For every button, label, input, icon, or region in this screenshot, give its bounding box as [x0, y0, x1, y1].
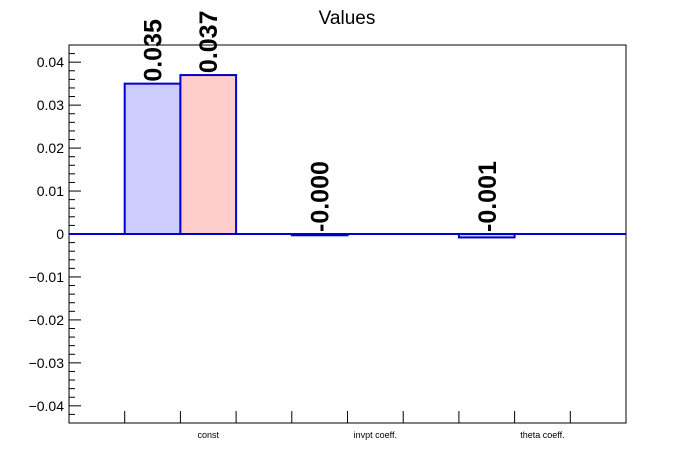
y-axis: −0.04 −0.03 −0.02 −0.01 0 0.01 0.02 0.03 0.04	[29, 44, 81, 424]
x-category-label: invpt coeff.	[354, 430, 397, 440]
x-category-label: const	[197, 430, 219, 440]
bar	[179, 74, 238, 236]
y-tick-label: 0	[56, 226, 64, 242]
chart-title: Values	[319, 8, 376, 29]
bars	[69, 74, 626, 239]
bar	[123, 82, 182, 235]
data-labels: 0.035 -0.000 -0.001 0.037	[140, 11, 502, 232]
y-tick-label: 0.03	[37, 97, 64, 113]
data-label: 0.037	[195, 11, 223, 74]
y-tick-label: −0.02	[29, 312, 65, 328]
data-label: -0.001	[474, 161, 502, 232]
y-tick-label: −0.03	[29, 355, 65, 371]
y-tick-label: −0.01	[29, 269, 65, 285]
x-axis: const invpt coeff. theta coeff.	[124, 411, 571, 440]
y-tick-label: 0.02	[37, 140, 64, 156]
y-tick-label: −0.04	[29, 398, 65, 414]
data-label: 0.035	[140, 19, 168, 82]
x-category-label: theta coeff.	[520, 430, 564, 440]
data-label: -0.000	[307, 161, 335, 232]
y-tick-label: 0.01	[37, 183, 64, 199]
y-tick-label: 0.04	[37, 54, 64, 70]
